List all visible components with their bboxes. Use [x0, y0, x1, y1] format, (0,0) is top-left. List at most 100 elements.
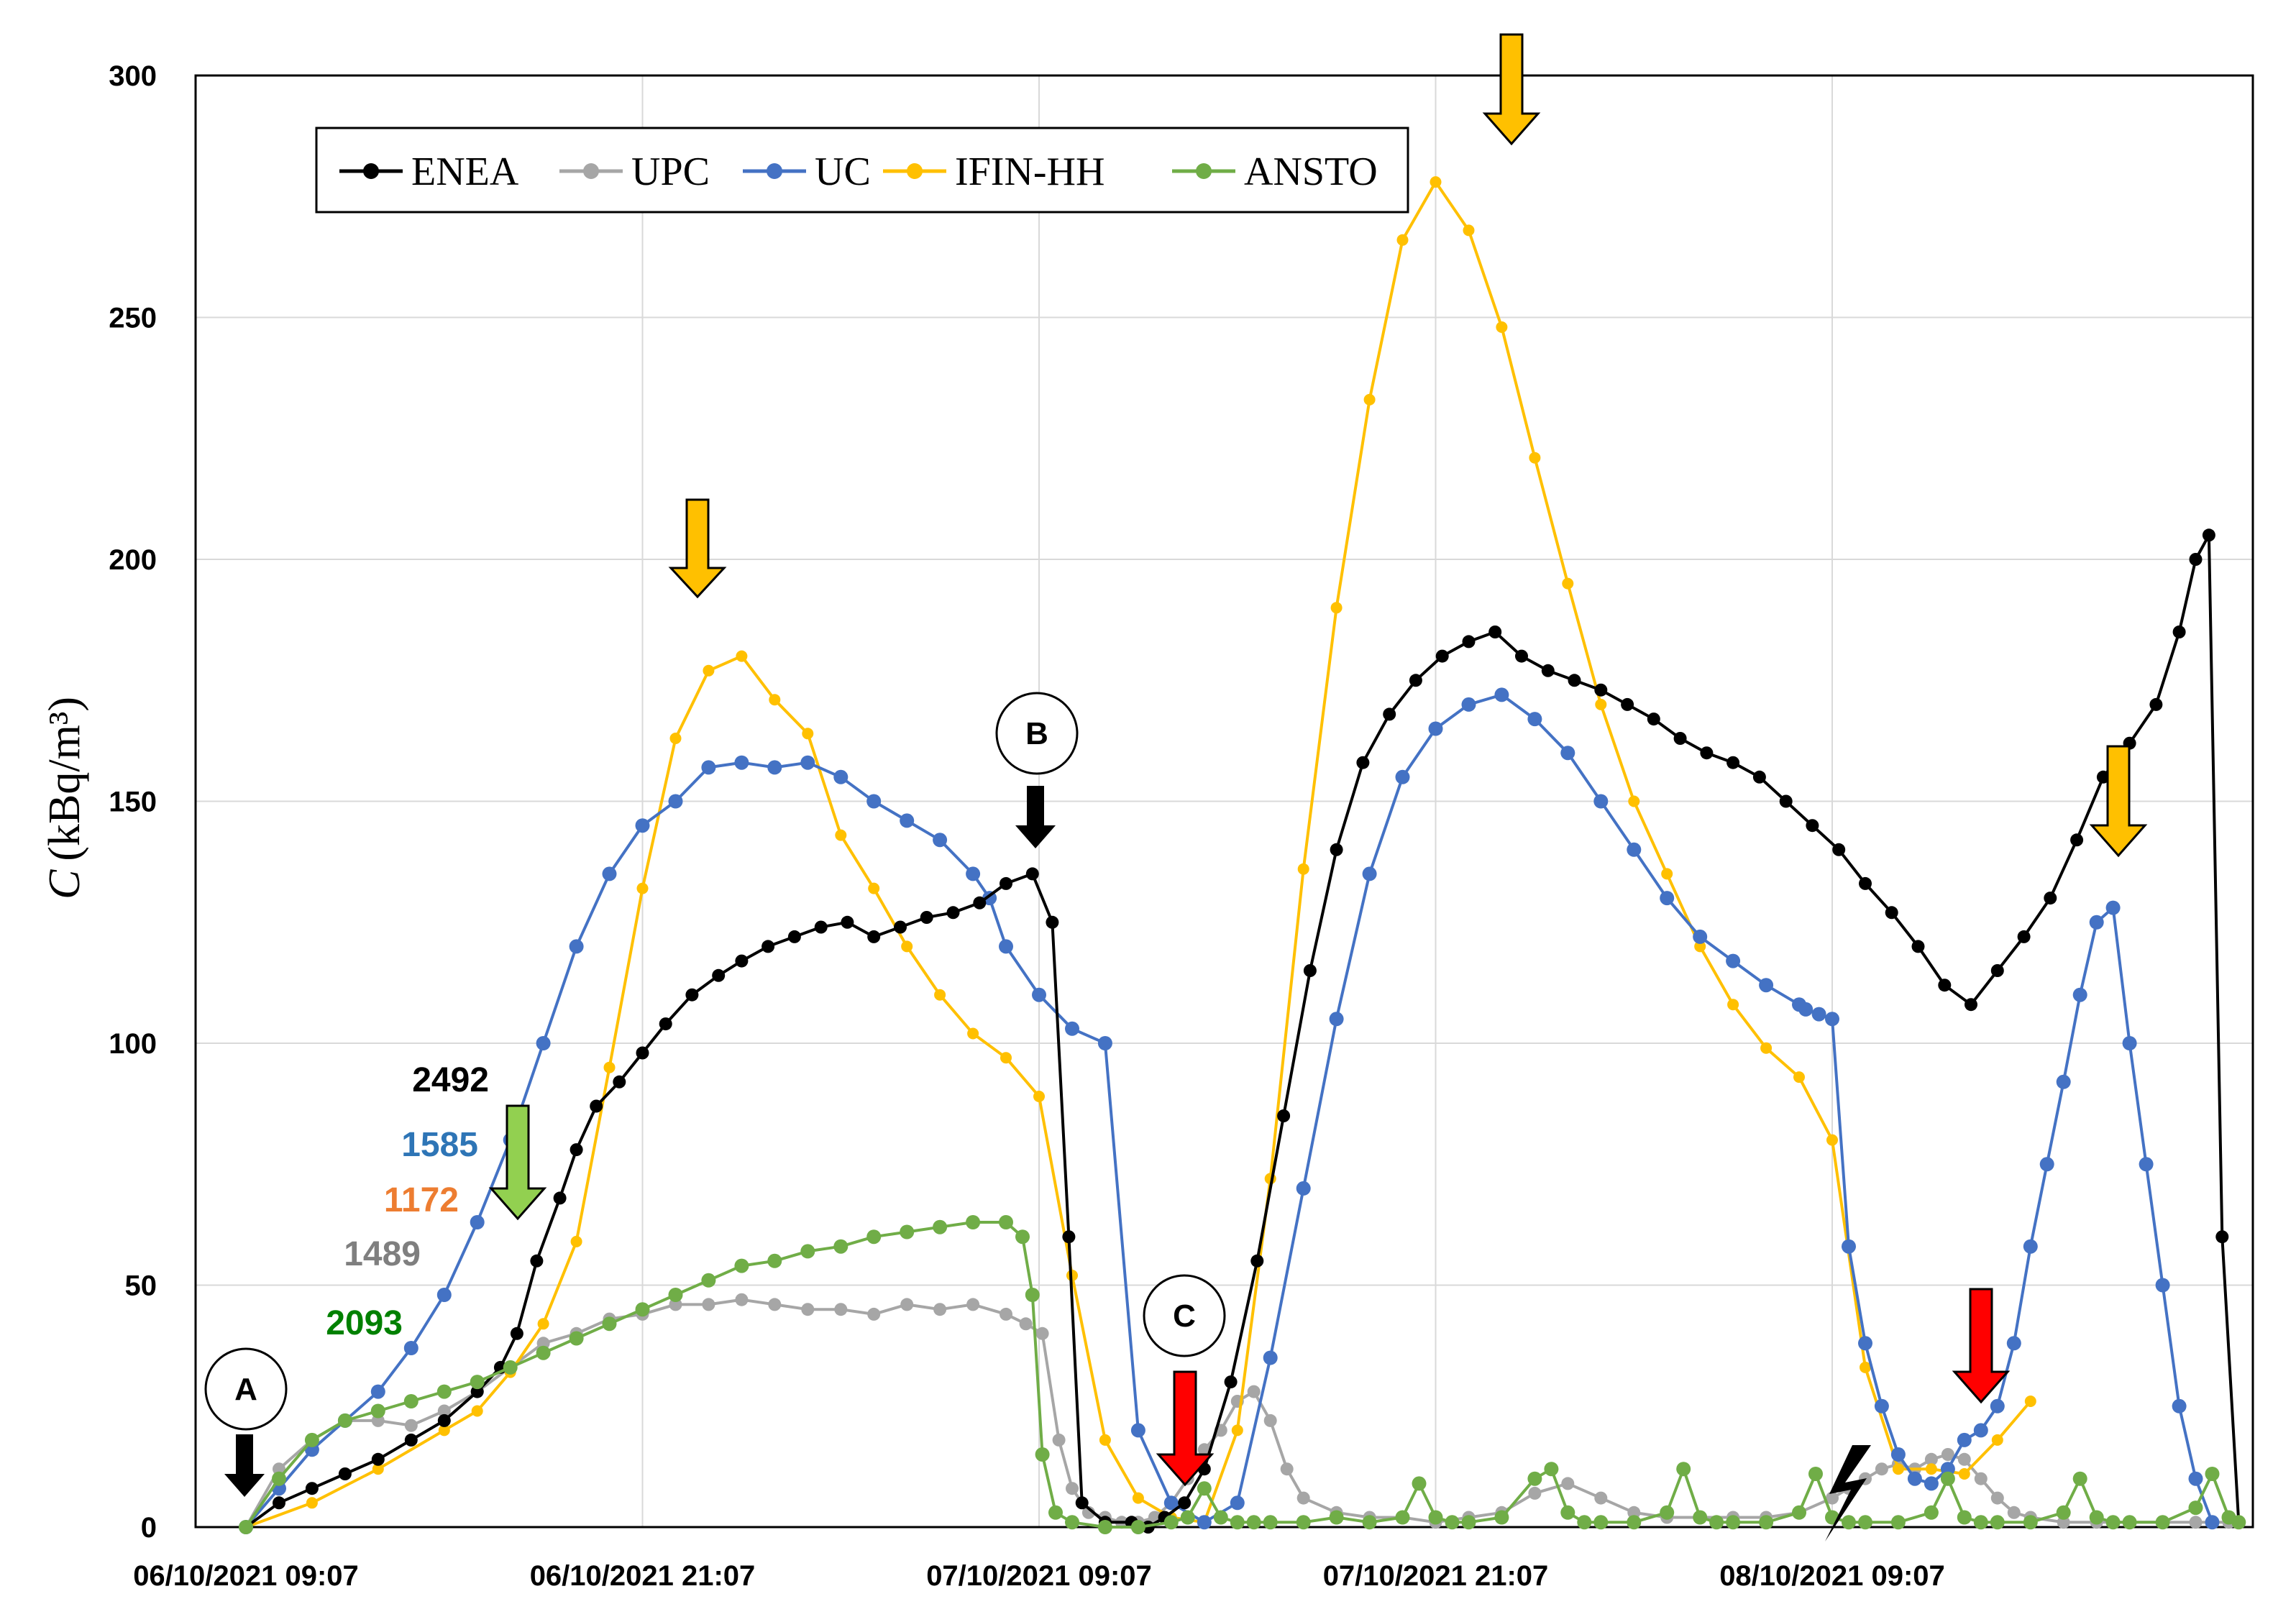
data-point-ansto	[1973, 1515, 1988, 1530]
black-arrow-a	[224, 1434, 265, 1497]
data-point-ansto	[2155, 1515, 2170, 1530]
data-point-uc	[2105, 900, 2121, 915]
data-point-ansto	[436, 1384, 452, 1399]
data-point-uc	[1890, 1447, 1906, 1462]
data-point-ansto	[933, 1219, 948, 1234]
data-point-ansto	[2188, 1500, 2203, 1516]
data-point-uc	[1032, 987, 1046, 1002]
data-point-upc	[1875, 1462, 1888, 1476]
data-point-upc	[1296, 1491, 1310, 1505]
data-point-uc	[1759, 978, 1774, 993]
data-point-uc	[1263, 1350, 1278, 1365]
total-value: 2492	[412, 1061, 489, 1099]
data-point-ifin-hh	[1330, 602, 1343, 614]
data-point-ifin-hh	[471, 1405, 483, 1417]
orange-arrow-2	[1482, 33, 1541, 146]
data-point-ansto	[1428, 1510, 1443, 1525]
data-point-uc	[1329, 1012, 1344, 1027]
data-point-ansto	[1213, 1510, 1228, 1525]
x-tick-label: 06/10/2021 21:07	[530, 1560, 756, 1592]
data-point-enea	[735, 954, 749, 968]
legend-item-upc: UPC	[559, 150, 710, 194]
data-point-ifin-hh	[1958, 1468, 1970, 1480]
data-point-enea	[590, 1099, 603, 1113]
data-point-ifin-hh	[1694, 940, 1706, 953]
data-point-enea	[530, 1254, 544, 1268]
data-point-ansto	[2105, 1515, 2121, 1530]
legend-swatch-marker	[907, 163, 923, 179]
data-point-ifin-hh	[1463, 224, 1475, 237]
data-point-upc	[1263, 1413, 1277, 1427]
data-point-ansto	[668, 1288, 683, 1302]
data-point-ansto	[304, 1432, 319, 1447]
series-ifin-hh	[240, 176, 2036, 1533]
data-point-ifin-hh	[1033, 1091, 1045, 1102]
data-point-enea	[1647, 713, 1660, 726]
data-point-ansto	[1130, 1520, 1145, 1534]
data-point-ansto	[1842, 1515, 1856, 1530]
data-point-ansto	[503, 1360, 518, 1375]
total-value: 1489	[344, 1235, 421, 1273]
data-point-ansto	[1230, 1515, 1245, 1530]
data-point-uc	[1811, 1007, 1826, 1022]
data-point-ansto	[1180, 1510, 1195, 1525]
data-point-enea	[712, 968, 726, 982]
y-axis-label-unit: (kBq/m³)	[40, 697, 89, 861]
y-axis-label: C (kBq/m³)	[40, 697, 89, 899]
data-point-upc	[1957, 1452, 1971, 1466]
green-arrow	[488, 1104, 547, 1221]
data-point-upc	[1066, 1482, 1079, 1495]
data-point-ansto	[1527, 1471, 1542, 1486]
legend-swatch-marker	[767, 163, 782, 179]
data-point-ifin-hh	[1430, 176, 1442, 188]
data-point-enea	[553, 1191, 567, 1205]
y-axis-label-var: C	[40, 869, 89, 899]
data-point-uc	[2006, 1336, 2021, 1351]
data-point-enea	[1885, 906, 1898, 920]
data-point-uc	[1842, 1239, 1856, 1254]
data-point-enea	[1000, 876, 1012, 890]
data-point-enea	[1277, 1109, 1291, 1122]
data-point-enea	[2202, 528, 2215, 542]
data-point-ifin-hh	[570, 1235, 582, 1247]
y-axis: 0 50 100 150 200 250 300	[109, 60, 157, 1544]
data-point-ansto	[866, 1229, 882, 1245]
data-point-enea	[2149, 697, 2163, 711]
data-point-ansto	[1296, 1515, 1311, 1530]
data-point-ansto	[900, 1224, 915, 1240]
data-point-uc	[734, 755, 749, 770]
data-point-enea	[1435, 649, 1449, 663]
data-point-enea	[613, 1075, 626, 1089]
data-point-enea	[659, 1017, 672, 1031]
legend-item-uc: UC	[743, 150, 871, 194]
data-point-ansto	[1676, 1462, 1691, 1477]
data-point-upc	[1052, 1433, 1066, 1447]
data-point-enea	[2096, 770, 2110, 784]
data-point-ansto	[2205, 1467, 2220, 1481]
data-point-ansto	[1197, 1481, 1212, 1496]
data-point-uc	[1494, 687, 1509, 702]
data-point-enea	[761, 940, 775, 953]
data-point-enea	[1025, 867, 1039, 881]
data-point-ansto	[999, 1215, 1013, 1229]
plot-area-frame	[194, 74, 2254, 1529]
data-point-enea	[1515, 649, 1528, 663]
legend-label: IFIN-HH	[955, 150, 1104, 194]
legend-item-enea: ENEA	[339, 150, 519, 194]
data-point-ifin-hh	[769, 694, 781, 706]
data-point-ifin-hh	[967, 1027, 979, 1040]
data-point-ansto	[767, 1253, 782, 1268]
data-point-ansto	[1627, 1515, 1642, 1530]
data-point-uc	[536, 1036, 551, 1050]
data-point-uc	[470, 1215, 485, 1229]
total-value: 1585	[401, 1126, 478, 1164]
data-point-ansto	[635, 1302, 650, 1317]
data-point-ifin-hh	[1297, 863, 1309, 875]
data-point-ansto	[701, 1273, 716, 1288]
data-point-ansto	[1924, 1505, 1939, 1520]
data-point-ansto	[1990, 1515, 2005, 1530]
data-point-ifin-hh	[1231, 1424, 1243, 1437]
data-point-ifin-hh	[537, 1318, 549, 1330]
data-point-uc	[1461, 697, 1476, 712]
data-point-enea	[2017, 930, 2031, 943]
